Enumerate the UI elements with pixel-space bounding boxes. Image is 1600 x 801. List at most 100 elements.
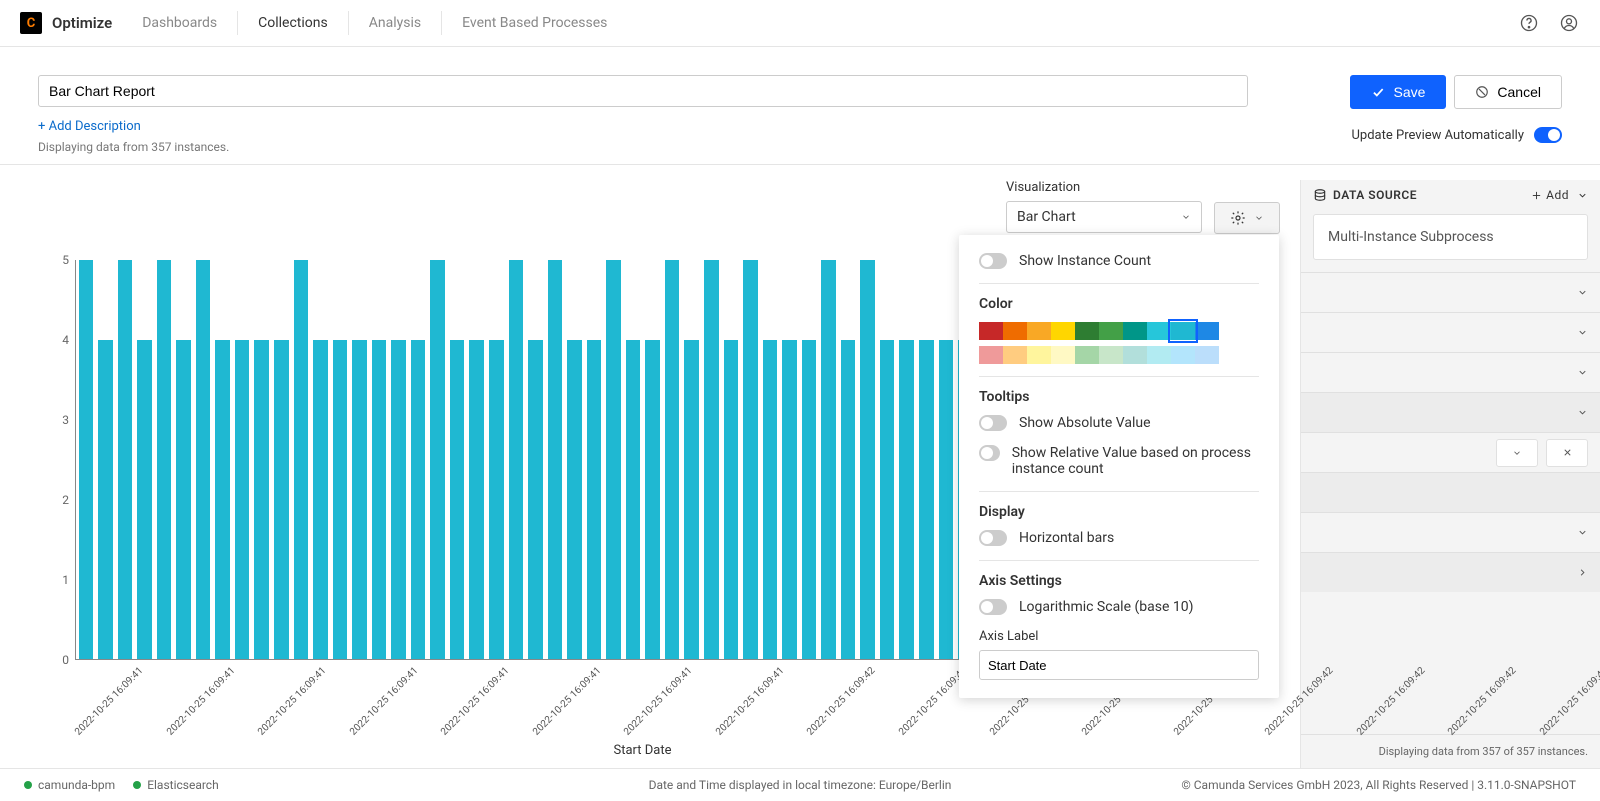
chevron-down-icon[interactable] [1577,190,1588,201]
color-swatch[interactable] [1171,322,1195,340]
bar[interactable] [724,340,739,659]
color-swatch[interactable] [1147,322,1171,340]
bar[interactable] [606,260,621,659]
bar[interactable] [919,340,934,659]
bar[interactable] [763,340,778,659]
status-elasticsearch: Elasticsearch [133,778,219,792]
bar[interactable] [176,340,191,659]
bar[interactable] [821,260,836,659]
color-swatch[interactable] [1075,346,1099,364]
report-title-input[interactable] [38,75,1248,107]
color-swatch[interactable] [1123,322,1147,340]
color-swatch[interactable] [1027,346,1051,364]
bar[interactable] [352,340,367,659]
bar[interactable] [509,260,524,659]
remove-button[interactable] [1546,439,1588,467]
save-button[interactable]: Save [1350,75,1446,109]
color-swatch[interactable] [1051,346,1075,364]
bar[interactable] [79,260,94,659]
nav-event-based-processes[interactable]: Event Based Processes [441,11,627,35]
sidebar-panel-row[interactable] [1301,432,1600,472]
color-swatch[interactable] [1003,346,1027,364]
nav-analysis[interactable]: Analysis [348,11,441,35]
sidebar-panel-row[interactable] [1301,472,1600,512]
visualization-select[interactable]: Bar Chart [1006,201,1202,233]
bar[interactable] [587,340,602,659]
sidebar-panel-row[interactable] [1301,272,1600,312]
bar[interactable] [294,260,309,659]
bar[interactable] [254,340,269,659]
bar[interactable] [333,340,348,659]
bar[interactable] [684,340,699,659]
bar[interactable] [841,340,856,659]
log-scale-toggle[interactable] [979,599,1007,615]
bar[interactable] [430,260,445,659]
bar[interactable] [98,340,113,659]
bar[interactable] [704,260,719,659]
user-icon[interactable] [1558,12,1580,34]
nav-collections[interactable]: Collections [237,11,348,35]
data-source-header: DATA SOURCE [1333,188,1417,202]
settings-button[interactable]: Show Instance Count Color Tooltips Show … [1214,202,1280,234]
cancel-button[interactable]: Cancel [1454,75,1562,109]
show-instance-count-toggle[interactable] [979,253,1007,269]
bar[interactable] [137,340,152,659]
bar[interactable] [743,260,758,659]
chevron-down-icon [1577,287,1588,298]
color-swatch[interactable] [979,322,1003,340]
color-swatch[interactable] [1171,346,1195,364]
bar[interactable] [372,340,387,659]
color-swatch[interactable] [1075,322,1099,340]
bar[interactable] [782,340,797,659]
bar[interactable] [215,340,230,659]
bar[interactable] [391,340,406,659]
add-data-source-button[interactable]: Add [1531,188,1569,202]
axis-label-input[interactable] [979,650,1259,680]
bar[interactable] [469,340,484,659]
bar[interactable] [450,340,465,659]
color-swatch[interactable] [1099,322,1123,340]
bar[interactable] [528,340,543,659]
bar[interactable] [157,260,172,659]
bar[interactable] [626,340,641,659]
sidebar-panel-row[interactable] [1301,512,1600,552]
color-section-label: Color [979,296,1259,312]
horizontal-bars-toggle[interactable] [979,530,1007,546]
color-swatch[interactable] [1027,322,1051,340]
color-swatch[interactable] [1195,322,1219,340]
sidebar-panel-row[interactable] [1301,552,1600,592]
bar[interactable] [665,260,680,659]
bar[interactable] [860,260,875,659]
bar[interactable] [411,340,426,659]
bar[interactable] [489,340,504,659]
color-swatch[interactable] [1003,322,1027,340]
bar[interactable] [235,340,250,659]
bar[interactable] [313,340,328,659]
color-swatch[interactable] [1123,346,1147,364]
bar[interactable] [802,340,817,659]
color-swatch[interactable] [1147,346,1171,364]
show-relative-toggle[interactable] [979,445,1000,461]
data-source-card[interactable]: Multi-Instance Subprocess [1313,214,1588,260]
update-preview-toggle[interactable] [1534,127,1562,143]
help-icon[interactable] [1518,12,1540,34]
add-description-link[interactable]: + Add Description [38,119,1304,134]
sidebar-panel-row[interactable] [1301,352,1600,392]
color-swatch[interactable] [1051,322,1075,340]
color-swatch[interactable] [979,346,1003,364]
bar[interactable] [939,340,954,659]
bar[interactable] [118,260,133,659]
sidebar-panel-row[interactable] [1301,392,1600,432]
color-swatch[interactable] [1099,346,1123,364]
bar[interactable] [567,340,582,659]
bar[interactable] [645,340,660,659]
bar[interactable] [196,260,211,659]
show-absolute-toggle[interactable] [979,415,1007,431]
bar[interactable] [274,340,289,659]
bar[interactable] [899,340,914,659]
bar[interactable] [548,260,563,659]
nav-dashboards[interactable]: Dashboards [142,11,237,35]
bar[interactable] [880,340,895,659]
sidebar-panel-row[interactable] [1301,312,1600,352]
color-swatch[interactable] [1195,346,1219,364]
